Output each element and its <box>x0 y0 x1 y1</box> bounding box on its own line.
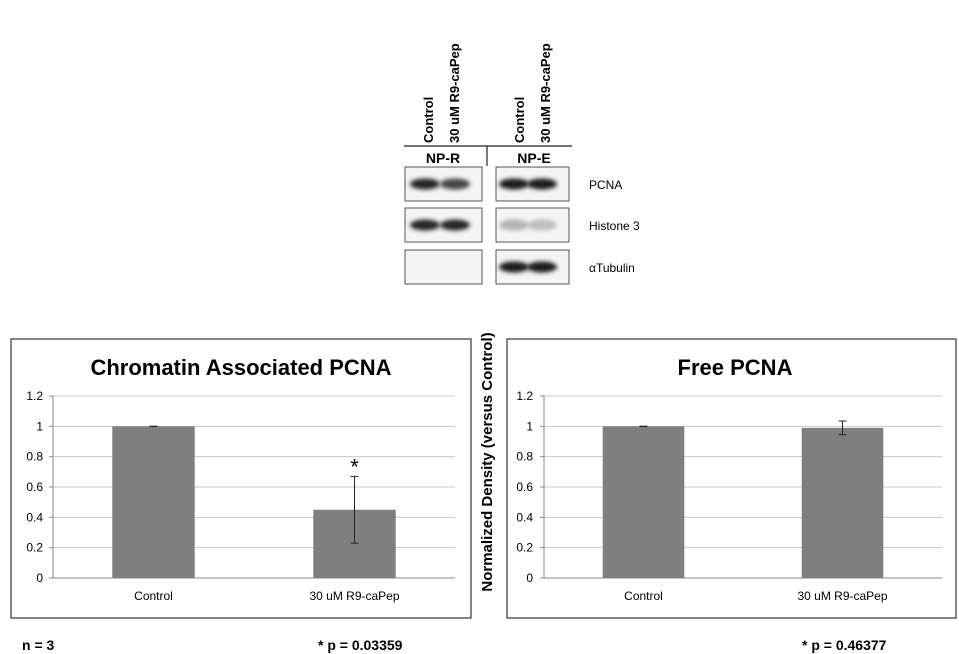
y-tick-label: 0.8 <box>516 450 533 464</box>
x-tick-label: 30 uM R9-caPep <box>309 589 399 603</box>
western-blot-panel: Control 30 uM R9-caPep Control 30 uM R9-… <box>404 43 640 285</box>
y-axis-label: Normalized Density (versus Control) <box>479 332 496 591</box>
blot-band <box>499 219 529 231</box>
blot-row-label: αTubulin <box>589 261 635 275</box>
blot-band <box>499 178 529 190</box>
bar <box>801 427 884 578</box>
blot-band <box>410 219 440 231</box>
bar <box>602 426 685 578</box>
sample-size-note: n = 3 <box>22 637 55 653</box>
y-tick-label: 1.2 <box>26 389 43 403</box>
chart-frame <box>506 338 957 619</box>
lane-label: 30 uM R9-caPep <box>447 43 462 143</box>
blot-box <box>404 249 483 285</box>
blot-band <box>410 178 440 190</box>
y-tick-label: 0.6 <box>26 480 43 494</box>
chart-title: Chromatin Associated PCNA <box>90 355 391 380</box>
y-tick-label: 0.4 <box>26 510 43 524</box>
p-value-note: * p = 0.46377 <box>802 637 887 653</box>
group-label: NP-E <box>517 150 550 166</box>
y-tick-label: 0.2 <box>26 541 43 555</box>
significance-marker: * <box>350 454 359 479</box>
bar <box>112 426 195 578</box>
y-tick-label: 0.4 <box>516 510 533 524</box>
lane-label: Control <box>421 97 436 143</box>
lane-label: 30 uM R9-caPep <box>538 43 553 143</box>
y-tick-label: 0 <box>526 571 533 585</box>
group-label: NP-R <box>426 150 460 166</box>
lane-label: Control <box>512 97 527 143</box>
y-tick-label: 1.2 <box>516 389 533 403</box>
blot-band <box>440 178 470 190</box>
chart-chromatin-associated-pcna: Chromatin Associated PCNA 0 0.2 0.4 0.6 0.8 1… <box>10 338 472 619</box>
blot-band <box>527 261 557 273</box>
y-tick-label: 0.6 <box>516 480 533 494</box>
chart-free-pcna: Free PCNA 0 0.2 0.4 0.6 0.8 1 1.2 Control 30 uM … <box>506 338 957 619</box>
blot-band <box>499 261 529 273</box>
y-tick-label: 1 <box>36 419 43 433</box>
plot-area: 0 0.2 0.4 0.6 0.8 1 1.2 Control 30 uM R9-caPep <box>516 389 942 603</box>
y-tick-label: 0.2 <box>516 541 533 555</box>
x-tick-label: 30 uM R9-caPep <box>797 589 887 603</box>
p-value-note: * p = 0.03359 <box>318 637 403 653</box>
blot-band <box>527 178 557 190</box>
blot-band <box>527 219 557 231</box>
y-tick-label: 1 <box>526 419 533 433</box>
x-tick-label: Control <box>624 589 663 603</box>
y-tick-label: 0 <box>36 571 43 585</box>
y-tick-label: 0.8 <box>26 450 43 464</box>
blot-row-label: Histone 3 <box>589 219 640 233</box>
chart-frame <box>10 338 472 619</box>
blot-bands <box>410 178 557 273</box>
x-tick-label: Control <box>134 589 173 603</box>
plot-area: 0 0.2 0.4 0.6 0.8 1 1.2 Control * 30 uM R9-caPep <box>26 389 455 603</box>
chart-title: Free PCNA <box>678 355 793 380</box>
blot-band <box>440 219 470 231</box>
blot-row-label: PCNA <box>589 178 622 192</box>
